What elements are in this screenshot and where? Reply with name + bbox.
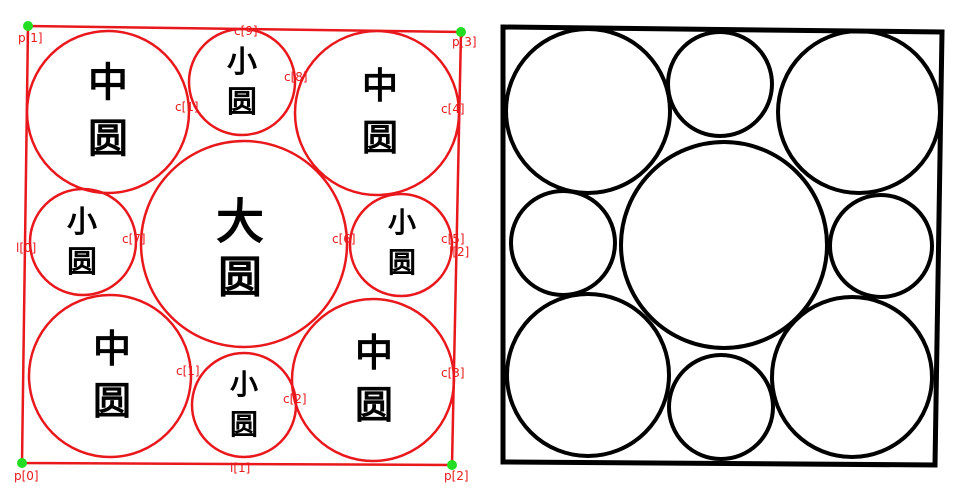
binarized-circle — [828, 193, 934, 299]
circle-glyph-top: 中 — [362, 65, 398, 107]
binarized-circle — [667, 353, 775, 461]
binarized-circle — [505, 292, 671, 458]
circle-label-c2: c[2] — [283, 392, 307, 406]
corner-label-p0: p[0] — [14, 469, 39, 483]
edge-label-l0: l[0] — [16, 241, 36, 255]
circle-glyph-top: 大 — [216, 194, 264, 250]
circle-glyph-bottom: 圆 — [227, 85, 257, 120]
circle-glyph-bottom: 圆 — [218, 252, 262, 303]
circle-glyph-top: 小 — [227, 45, 257, 80]
circle-label-c4: c[4] — [441, 102, 465, 116]
corner-point-p2 — [447, 460, 457, 470]
circle-glyph-top: 小 — [388, 206, 416, 239]
circle-glyph-top: 小 — [230, 368, 258, 401]
circle-c3: 中 圆 — [290, 297, 456, 463]
binarized-circle — [776, 29, 942, 195]
circle-glyph-bottom: 圆 — [355, 382, 393, 427]
binarized-circle — [504, 27, 672, 195]
corner-label-p3: p[3] — [452, 35, 477, 49]
corner-label-p1: p[1] — [18, 31, 43, 45]
circle-label-c6: c[6] — [332, 232, 356, 246]
circle-label-c10: c[1] — [175, 100, 199, 114]
circle-glyph-top: 小 — [67, 205, 97, 240]
binarized-circle — [770, 295, 934, 459]
binarized-circle — [666, 30, 774, 138]
circle-glyph-top: 中 — [88, 59, 128, 106]
circle-c4: 中 圆 — [293, 29, 461, 197]
circle-outline — [28, 187, 138, 297]
circle-c5: 小 圆 — [348, 192, 454, 298]
circle-outline — [139, 139, 349, 349]
circle-c8: 中 圆 — [25, 29, 191, 195]
circle-outline — [25, 29, 191, 195]
circle-glyph-bottom: 圆 — [388, 246, 416, 279]
binarized-panel — [500, 24, 945, 468]
circle-glyph-bottom: 圆 — [67, 245, 97, 280]
circle-label-c5: c[5] — [441, 232, 465, 246]
corner-point-p1 — [23, 21, 33, 31]
circle-label-c7: c[7] — [122, 232, 146, 246]
circle-label-c1: c[1] — [176, 364, 200, 378]
circle-c6: 大 圆 — [139, 139, 349, 349]
circle-label-c9: c[9] — [234, 24, 258, 38]
circle-glyph-bottom: 圆 — [88, 115, 128, 162]
circle-label-c3: c[3] — [441, 366, 465, 380]
circle-c1: 中 圆 — [27, 293, 193, 459]
binarized-circle — [509, 189, 617, 297]
binarized-circle — [619, 140, 829, 350]
circle-outline — [27, 293, 193, 459]
corner-point-p3 — [456, 27, 466, 37]
circle-outline — [348, 192, 454, 298]
circle-glyph-bottom: 圆 — [362, 117, 398, 159]
corner-label-p2: p[2] — [444, 469, 469, 483]
annotated-panel: 中 圆 小 圆 中 圆 小 圆 大 圆 小 圆 中 — [14, 21, 477, 483]
circle-c9: 小 圆 — [187, 27, 297, 137]
binarized-outer-frame — [500, 24, 945, 468]
circle-outline — [293, 29, 461, 197]
circle-glyph-bottom: 圆 — [230, 408, 258, 441]
circle-glyph-top: 中 — [355, 330, 393, 375]
circle-outline — [187, 27, 297, 137]
edge-label-l1: l[1] — [230, 461, 250, 475]
circle-c2: 小 圆 — [190, 351, 298, 459]
circle-label-c8: c[8] — [284, 70, 308, 84]
circle-glyph-bottom: 圆 — [93, 378, 131, 423]
edge-label-l2: l[2] — [449, 245, 469, 259]
circle-glyph-top: 中 — [93, 326, 131, 371]
corner-point-p0 — [17, 458, 27, 468]
circle-c7: 小 圆 — [28, 187, 138, 297]
circle-outline — [290, 297, 456, 463]
